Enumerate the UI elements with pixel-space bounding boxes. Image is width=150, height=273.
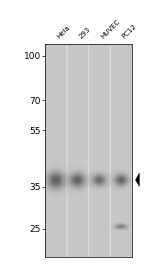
Text: 293: 293	[78, 26, 91, 39]
Text: HUVEC: HUVEC	[99, 18, 121, 39]
Text: PC12: PC12	[121, 23, 138, 39]
Text: Hela: Hela	[56, 24, 71, 39]
Polygon shape	[135, 173, 139, 186]
